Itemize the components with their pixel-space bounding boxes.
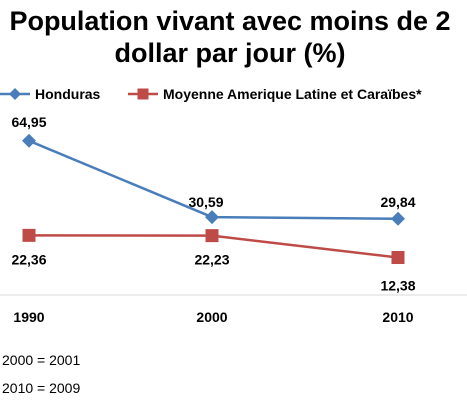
data-label: 64,95 [11, 114, 46, 130]
data-label: 12,38 [380, 278, 415, 294]
chart-title-line-2: dollar par jour (%) [114, 38, 345, 68]
data-label: 22,36 [11, 251, 46, 267]
data-label: 22,23 [194, 252, 229, 268]
data-label: 29,84 [380, 194, 415, 210]
series-honduras: 64,95 30,59 29,84 [11, 114, 416, 226]
footnote-2000: 2000 = 2001 [2, 352, 81, 368]
legend-marker [9, 88, 21, 100]
chart-title-line-1: Population vivant avec moins de 2 [9, 6, 450, 36]
legend-item: Honduras [0, 86, 101, 102]
data-point [22, 228, 36, 242]
legend-label: Moyenne Amerique Latine et Caraïbes* [163, 86, 422, 102]
x-tick-label: 2000 [196, 309, 227, 325]
footnote-2010: 2010 = 2009 [2, 380, 81, 396]
legend-marker [137, 88, 149, 100]
x-tick-label: 1990 [13, 309, 44, 325]
data-point [391, 211, 405, 226]
data-point [205, 210, 219, 225]
x-axis-ticks: 1990 2000 2010 [13, 309, 413, 325]
series-amerique-latine: 22,36 22,23 12,38 [11, 228, 416, 294]
plot-area: 64,95 30,59 29,84 22,36 22,23 12,38 [11, 114, 415, 294]
data-label: 30,59 [188, 194, 223, 210]
legend-item: Moyenne Amerique Latine et Caraïbes* [128, 86, 422, 102]
data-point [205, 229, 219, 243]
chart-title: Population vivant avec moins de 2 dollar… [9, 6, 450, 68]
chart-legend: Honduras Moyenne Amerique Latine et Caraï… [0, 86, 422, 102]
data-point [22, 133, 36, 148]
x-tick-label: 2010 [382, 309, 413, 325]
legend-label: Honduras [35, 86, 101, 102]
data-point [391, 251, 405, 265]
